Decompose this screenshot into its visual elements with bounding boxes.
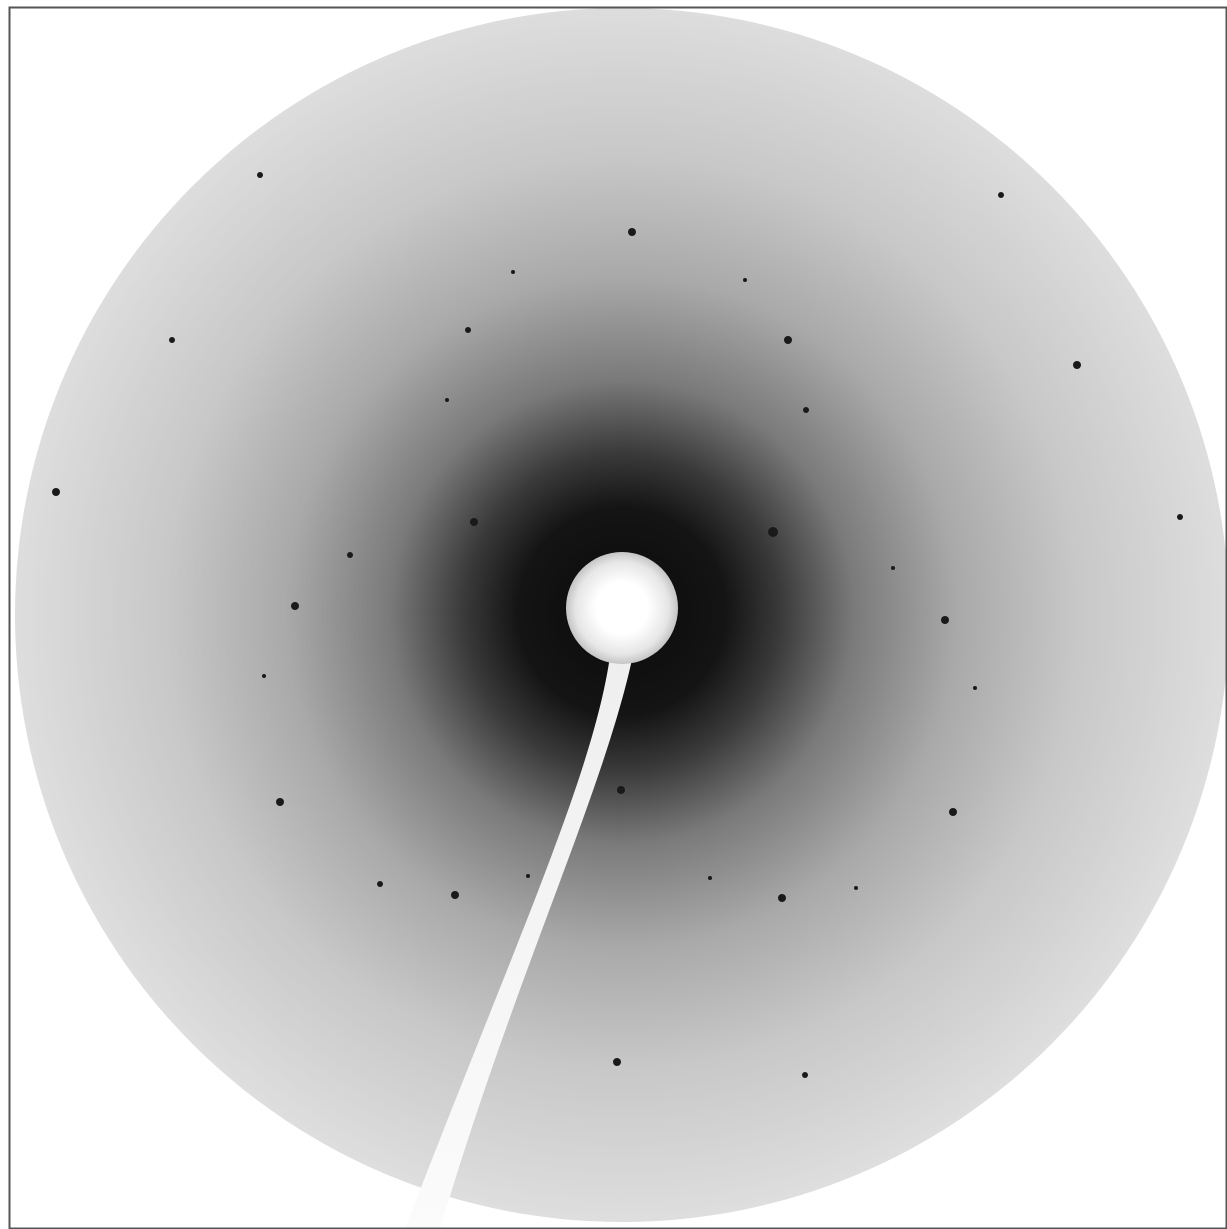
spot [802, 1072, 808, 1078]
diffraction-image [0, 0, 1227, 1229]
spot [617, 786, 625, 794]
spot [708, 876, 712, 880]
page [0, 0, 1227, 1229]
spot [941, 616, 949, 624]
spot [451, 891, 459, 899]
spot [743, 278, 747, 282]
spot [613, 1058, 621, 1066]
spot [768, 527, 778, 537]
beam-stop [566, 552, 678, 664]
spot [998, 192, 1004, 198]
spot [628, 228, 636, 236]
spot [257, 172, 263, 178]
spot [526, 874, 530, 878]
spot [291, 602, 299, 610]
spot [347, 552, 353, 558]
spot [891, 566, 895, 570]
spot [778, 894, 786, 902]
spot [949, 808, 957, 816]
spot [784, 336, 792, 344]
spot [854, 886, 858, 890]
spot [470, 518, 478, 526]
spot [511, 270, 515, 274]
spot [52, 488, 60, 496]
spot [803, 407, 809, 413]
spot [465, 327, 471, 333]
spot [1177, 514, 1183, 520]
spot [973, 686, 977, 690]
detector [15, 8, 1227, 1229]
spot [262, 674, 266, 678]
spot [1073, 361, 1081, 369]
spot [445, 398, 449, 402]
spot [169, 337, 175, 343]
spot [276, 798, 284, 806]
spot [377, 881, 383, 887]
